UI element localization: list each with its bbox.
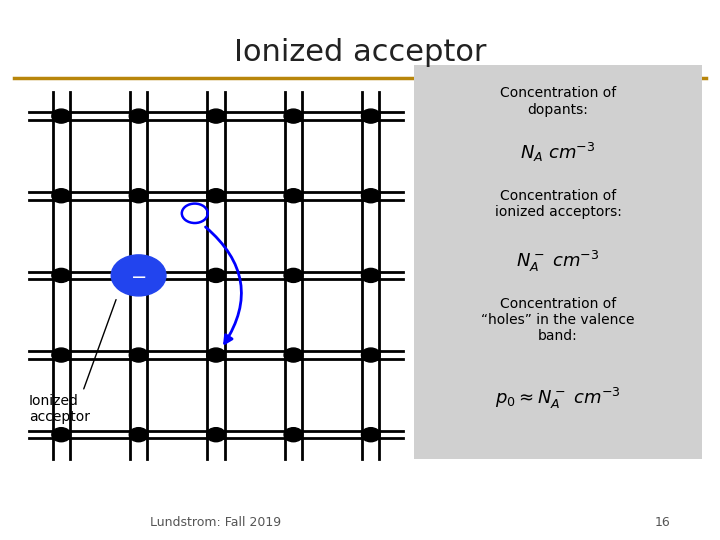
FancyArrowPatch shape: [205, 227, 241, 343]
Circle shape: [111, 255, 166, 296]
Circle shape: [52, 428, 71, 442]
Circle shape: [207, 189, 225, 202]
Circle shape: [207, 348, 225, 362]
Circle shape: [52, 348, 71, 362]
Circle shape: [52, 189, 71, 202]
Text: Concentration of
ionized acceptors:: Concentration of ionized acceptors:: [495, 189, 621, 219]
Text: Ionized
acceptor: Ionized acceptor: [29, 394, 90, 424]
Text: Concentration of
“holes” in the valence
band:: Concentration of “holes” in the valence …: [481, 297, 635, 343]
Circle shape: [130, 348, 148, 362]
Circle shape: [52, 268, 71, 282]
Circle shape: [52, 109, 71, 123]
Text: $N_A^-$ cm$^{-3}$: $N_A^-$ cm$^{-3}$: [516, 248, 600, 273]
Text: $p_0 \approx N_A^-$ cm$^{-3}$: $p_0 \approx N_A^-$ cm$^{-3}$: [495, 386, 621, 411]
FancyBboxPatch shape: [414, 65, 702, 459]
Circle shape: [207, 109, 225, 123]
Circle shape: [361, 109, 380, 123]
Circle shape: [130, 189, 148, 202]
Circle shape: [284, 428, 302, 442]
Circle shape: [207, 268, 225, 282]
Circle shape: [130, 109, 148, 123]
Circle shape: [130, 268, 148, 282]
Circle shape: [207, 428, 225, 442]
Circle shape: [284, 268, 302, 282]
Circle shape: [361, 268, 380, 282]
Circle shape: [361, 428, 380, 442]
Text: Ionized acceptor: Ionized acceptor: [234, 38, 486, 67]
Text: 16: 16: [654, 516, 670, 529]
Text: $N_A$ cm$^{-3}$: $N_A$ cm$^{-3}$: [521, 140, 595, 164]
Text: Lundstrom: Fall 2019: Lundstrom: Fall 2019: [150, 516, 282, 529]
Circle shape: [361, 189, 380, 202]
Text: $-$: $-$: [130, 266, 147, 285]
Circle shape: [361, 348, 380, 362]
Text: Concentration of
dopants:: Concentration of dopants:: [500, 86, 616, 117]
Circle shape: [130, 428, 148, 442]
Circle shape: [284, 348, 302, 362]
Circle shape: [284, 109, 302, 123]
Circle shape: [284, 189, 302, 202]
